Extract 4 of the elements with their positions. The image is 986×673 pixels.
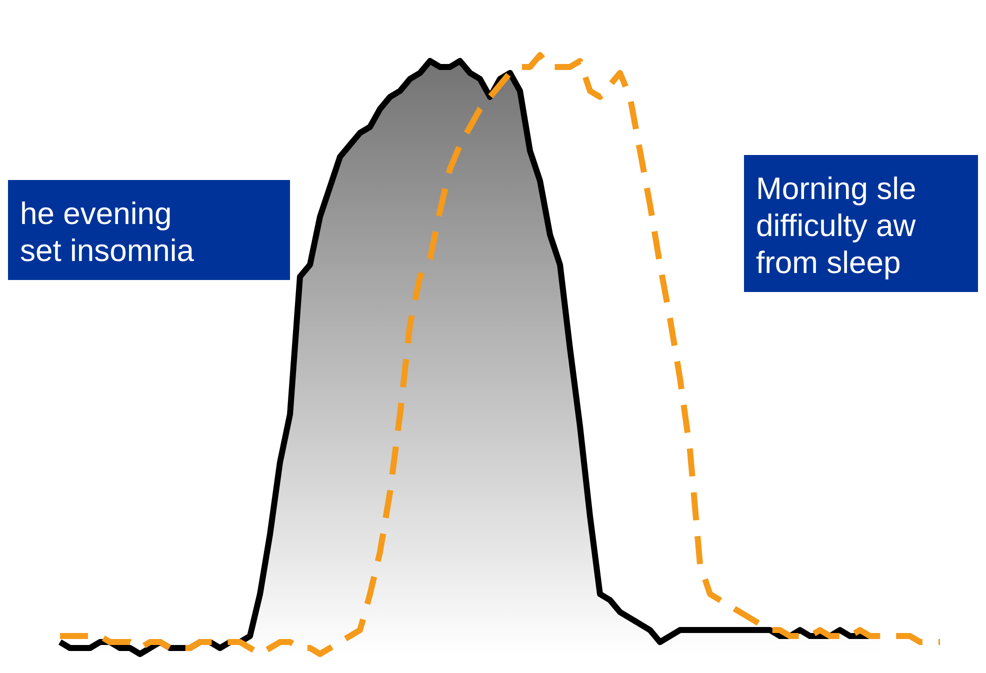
annotation: he evening set insomnia xyxy=(20,196,195,268)
text-box: Morning sle difficulty aw from sleep xyxy=(744,155,978,292)
annotation: Morning sle difficulty aw from sleep xyxy=(756,171,916,280)
text-box: he evening set insomnia xyxy=(8,180,290,280)
